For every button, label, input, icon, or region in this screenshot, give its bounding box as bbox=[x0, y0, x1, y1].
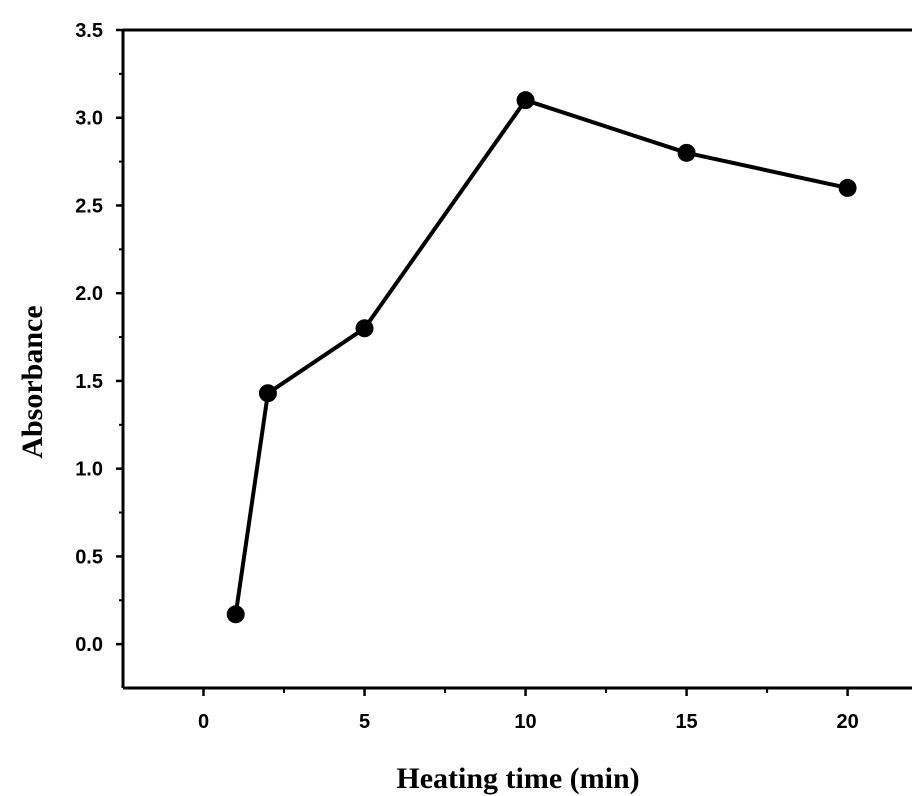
y-tick-label: 2.5 bbox=[75, 195, 103, 217]
x-tick-label: 15 bbox=[675, 711, 697, 733]
data-series bbox=[226, 91, 857, 624]
x-tick-label: 5 bbox=[359, 711, 370, 733]
y-tick-label: 0.0 bbox=[75, 634, 103, 656]
data-point bbox=[838, 178, 857, 197]
data-point bbox=[516, 91, 535, 110]
data-point bbox=[258, 384, 277, 403]
x-axis-title: Heating time (min) bbox=[396, 762, 639, 795]
x-tick-label: 0 bbox=[198, 711, 209, 733]
y-tick-label: 3.0 bbox=[75, 108, 103, 130]
axes bbox=[121, 28, 912, 690]
data-point bbox=[226, 605, 245, 624]
tick-labels: 0.0 0.5 1.0 1.5 2.0 2.5 3.0 3.5 0 5 10 15 20 bbox=[75, 20, 859, 733]
y-tick-label: 3.5 bbox=[75, 20, 103, 42]
x-tick-label: 20 bbox=[836, 711, 858, 733]
y-tick-label: 2.0 bbox=[75, 283, 103, 305]
y-tick-label: 1.5 bbox=[75, 371, 103, 393]
series-line bbox=[233, 98, 849, 615]
data-point bbox=[355, 319, 374, 338]
y-tick-label: 1.0 bbox=[75, 459, 103, 481]
y-axis-title: Absorbance bbox=[16, 305, 49, 458]
y-tick-label: 0.5 bbox=[75, 546, 103, 568]
data-point bbox=[677, 143, 696, 162]
x-tick-label: 10 bbox=[514, 711, 536, 733]
axis-ticks bbox=[116, 28, 849, 696]
